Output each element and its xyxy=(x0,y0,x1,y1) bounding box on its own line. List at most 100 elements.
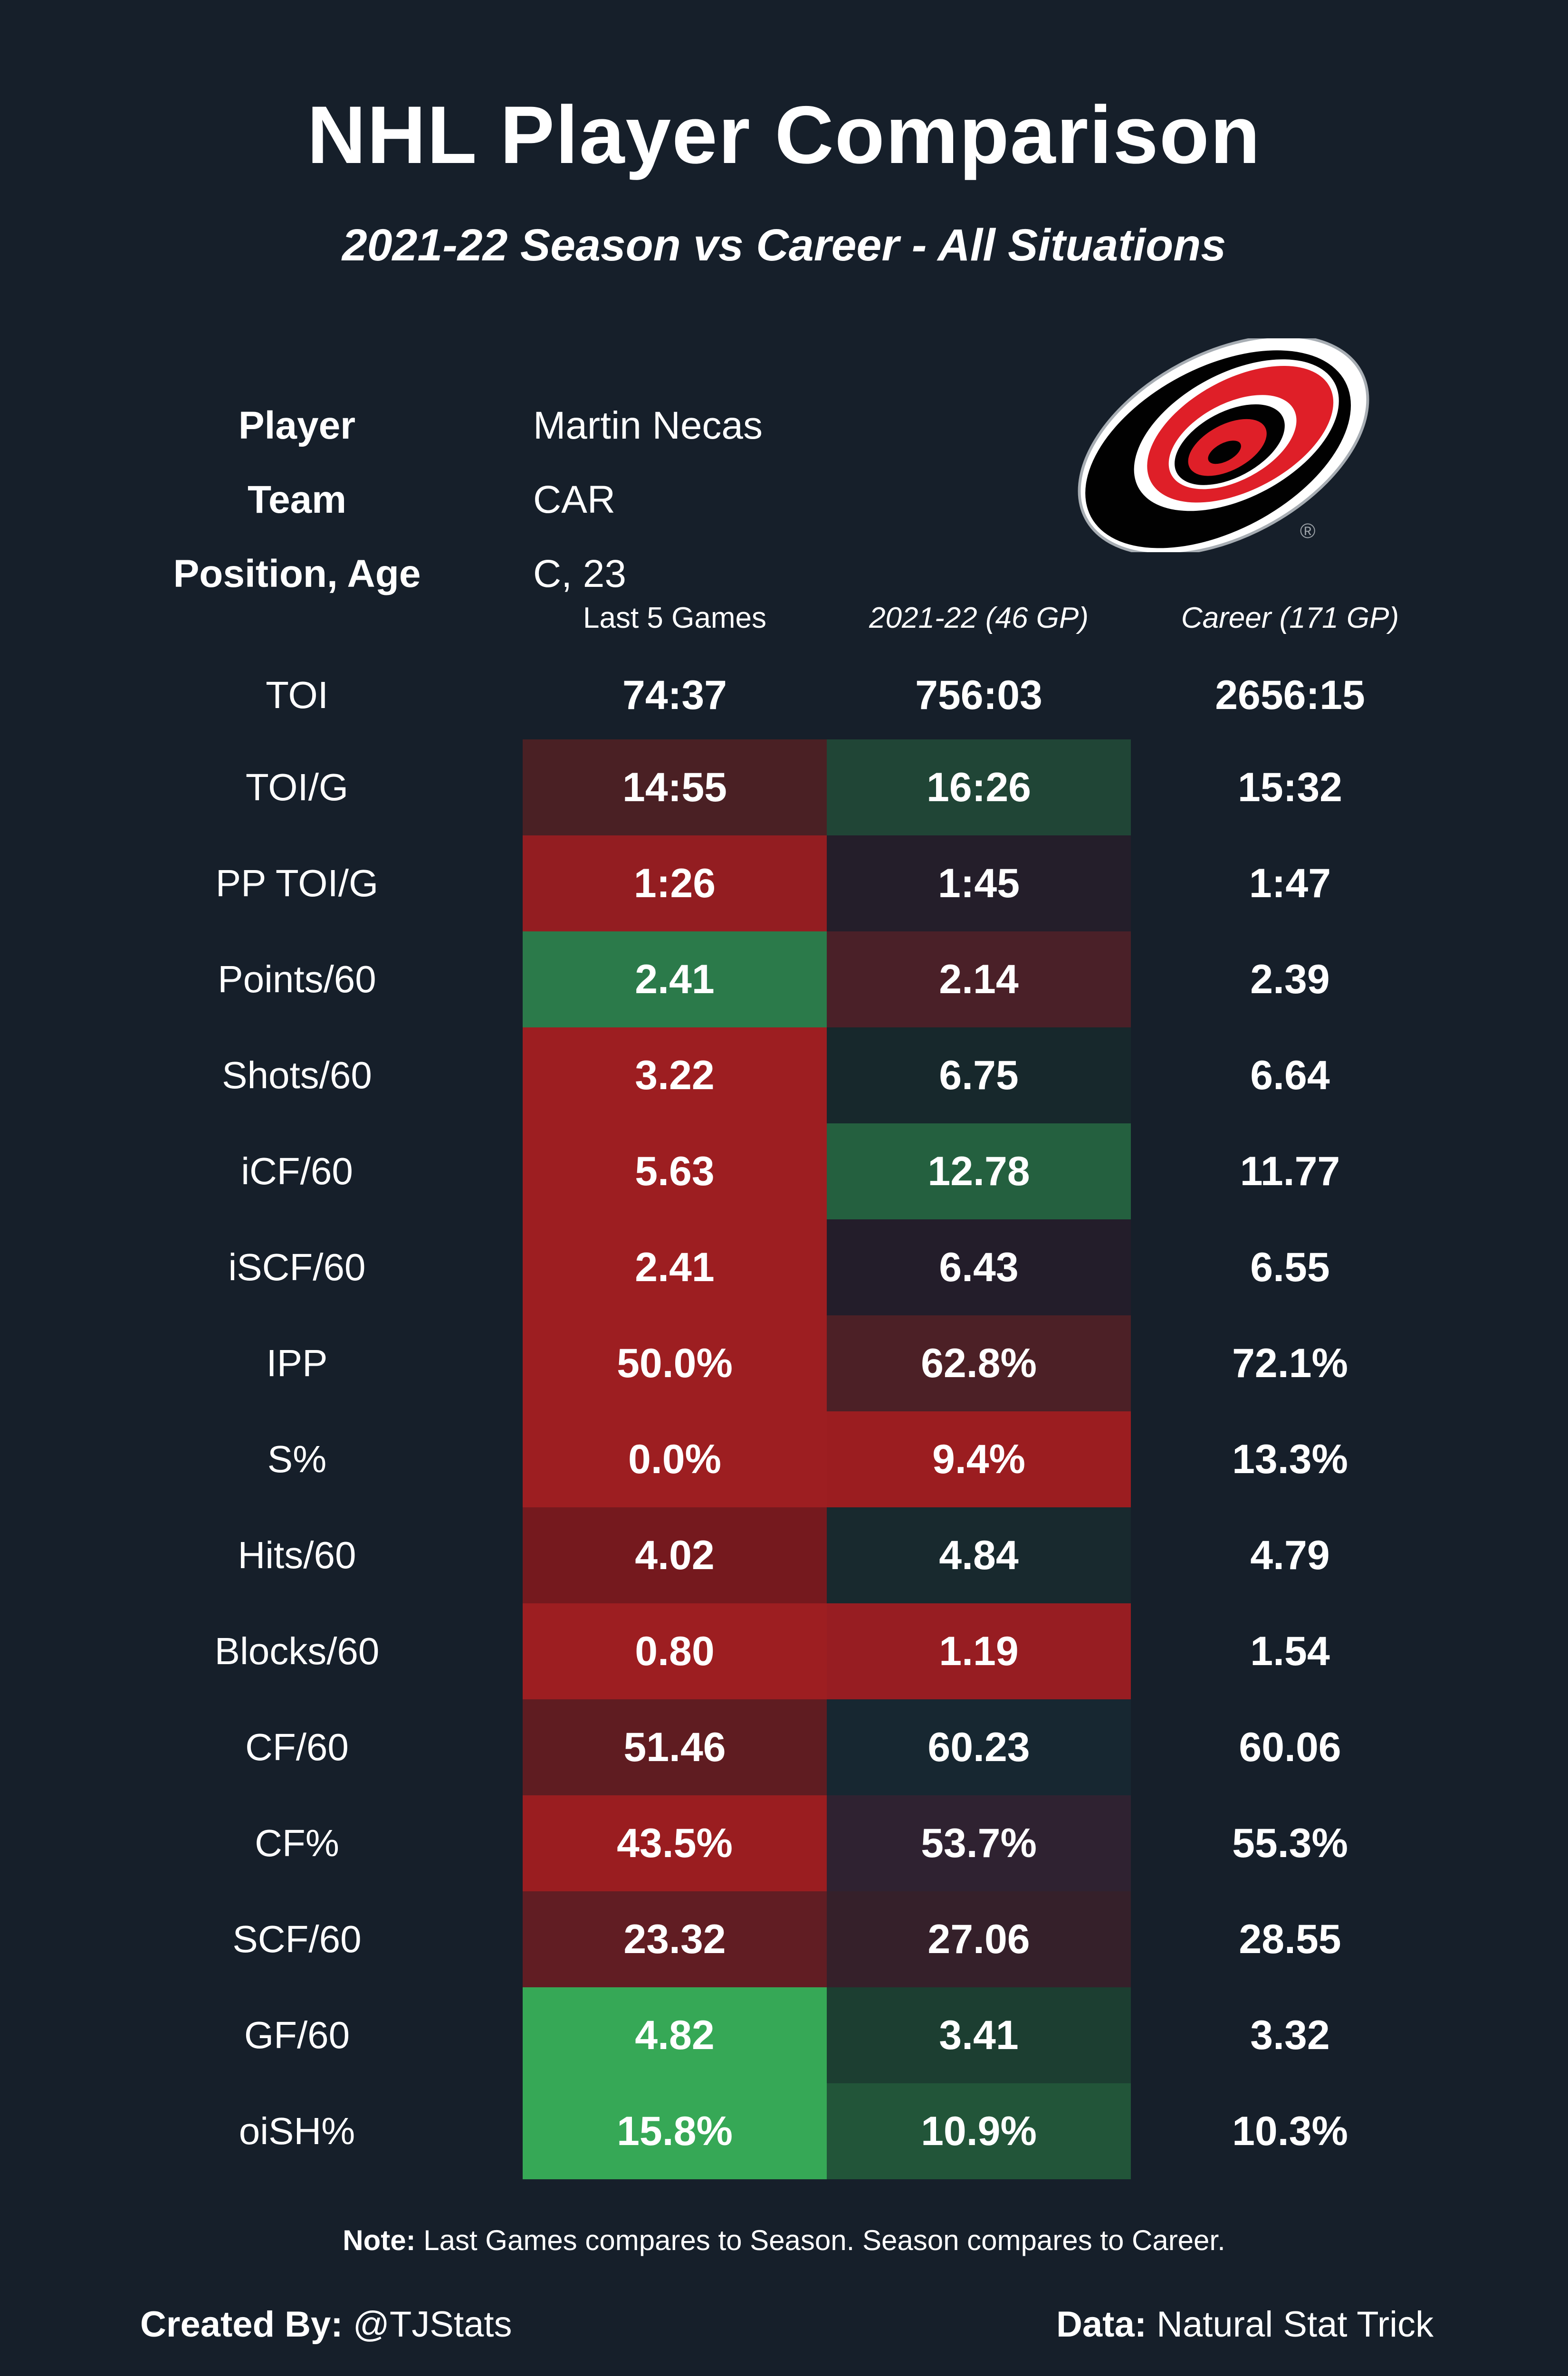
stat-value-cell: 10.9% xyxy=(827,2083,1131,2179)
column-header-spacer xyxy=(71,584,523,651)
table-row: S% 0.0% 9.4% 13.3% xyxy=(71,1411,1449,1507)
table-row: Shots/60 3.22 6.75 6.64 xyxy=(71,1027,1449,1123)
stat-value-cell: 9.4% xyxy=(827,1411,1131,1507)
stat-value-cell: 60.06 xyxy=(1131,1699,1449,1795)
stat-label: S% xyxy=(267,1438,327,1480)
stat-value-cell: 6.43 xyxy=(827,1219,1131,1315)
stat-label: PP TOI/G xyxy=(215,862,379,904)
stat-value: 43.5% xyxy=(617,1820,733,1866)
note: Note: Last Games compares to Season. Sea… xyxy=(0,2224,1568,2257)
table-row: IPP 50.0% 62.8% 72.1% xyxy=(71,1315,1449,1411)
stat-value: 6.55 xyxy=(1250,1244,1330,1290)
table-row: Blocks/60 0.80 1.19 1.54 xyxy=(71,1603,1449,1699)
stat-value-cell: 11.77 xyxy=(1131,1123,1449,1219)
stat-value-cell: 4.79 xyxy=(1131,1507,1449,1603)
table-row: Points/60 2.41 2.14 2.39 xyxy=(71,931,1449,1027)
stat-value: 12.78 xyxy=(927,1148,1030,1194)
stat-value-cell: 16:26 xyxy=(827,739,1131,835)
stat-value: 53.7% xyxy=(921,1820,1037,1866)
stat-value-cell: 1:26 xyxy=(523,835,827,931)
stat-value: 3.22 xyxy=(635,1052,715,1098)
stat-value-cell: 15:32 xyxy=(1131,739,1449,835)
stat-value: 72.1% xyxy=(1232,1340,1348,1386)
stat-value-cell: 62.8% xyxy=(827,1315,1131,1411)
stat-value: 2.41 xyxy=(635,1244,715,1290)
stat-value-cell: 74:37 xyxy=(523,651,827,739)
team-label: Team xyxy=(247,478,347,521)
stat-value: 1:47 xyxy=(1249,860,1331,906)
stat-value: 13.3% xyxy=(1232,1436,1348,1482)
stat-value: 60.06 xyxy=(1239,1724,1341,1770)
stat-value: 55.3% xyxy=(1232,1820,1348,1866)
note-text: Last Games compares to Season. Season co… xyxy=(415,2224,1225,2256)
data-source-label: Data: xyxy=(1056,2304,1147,2345)
stat-label: IPP xyxy=(266,1342,328,1384)
stat-label: GF/60 xyxy=(244,2014,350,2056)
stat-value: 3.32 xyxy=(1250,2012,1330,2058)
stat-label: Blocks/60 xyxy=(214,1630,380,1672)
stat-label: CF% xyxy=(255,1822,339,1864)
stat-label: oiSH% xyxy=(239,2110,355,2152)
stat-value-cell: 1.54 xyxy=(1131,1603,1449,1699)
created-by-value: @TJStats xyxy=(343,2304,512,2345)
footer: Created By: @TJStats Data: Natural Stat … xyxy=(140,2304,1434,2345)
stat-value: 2656:15 xyxy=(1215,672,1365,718)
stat-value: 62.8% xyxy=(921,1340,1037,1386)
stat-value: 10.9% xyxy=(921,2108,1037,2154)
player-label: Player xyxy=(238,404,356,447)
hurricane-swirl-icon: ® xyxy=(1078,335,1369,556)
stat-value: 0.0% xyxy=(628,1436,722,1482)
stat-value: 4.82 xyxy=(635,2012,715,2058)
position-age-label: Position, Age xyxy=(173,552,421,595)
stat-value: 756:03 xyxy=(915,672,1042,718)
stat-value-cell: 6.55 xyxy=(1131,1219,1449,1315)
position-age-value: C, 23 xyxy=(533,552,626,595)
stat-value: 2.39 xyxy=(1250,956,1330,1002)
stat-value-cell: 2656:15 xyxy=(1131,651,1449,739)
table-row: iSCF/60 2.41 6.43 6.55 xyxy=(71,1219,1449,1315)
table-row: TOI 74:37 756:03 2656:15 xyxy=(71,651,1449,739)
stat-value: 2.14 xyxy=(939,956,1019,1002)
page-subtitle: 2021-22 Season vs Career - All Situation… xyxy=(342,220,1226,270)
stat-value: 1:45 xyxy=(937,860,1020,906)
stat-value: 51.46 xyxy=(623,1724,726,1770)
stat-value: 4.79 xyxy=(1250,1532,1330,1578)
stat-value-cell: 0.0% xyxy=(523,1411,827,1507)
stat-value-cell: 2.41 xyxy=(523,931,827,1027)
note-label: Note: xyxy=(343,2224,416,2256)
stat-value-cell: 1:47 xyxy=(1131,835,1449,931)
stat-label: SCF/60 xyxy=(232,1918,362,1960)
data-source: Data: Natural Stat Trick xyxy=(1056,2304,1434,2345)
player-info-row: Player Martin Necas xyxy=(71,389,950,463)
player-info-row: Position, Age C, 23 xyxy=(71,537,950,611)
stat-value: 23.32 xyxy=(623,1916,726,1962)
stat-value: 9.4% xyxy=(932,1436,1026,1482)
team-value: CAR xyxy=(533,478,616,521)
stat-value-cell: 2.14 xyxy=(827,931,1131,1027)
stat-value-cell: 13.3% xyxy=(1131,1411,1449,1507)
stat-value-cell: 2.41 xyxy=(523,1219,827,1315)
stat-value: 6.43 xyxy=(939,1244,1019,1290)
stat-value-cell: 14:55 xyxy=(523,739,827,835)
stat-value: 0.80 xyxy=(635,1628,715,1674)
column-header-last5: Last 5 Games xyxy=(583,601,766,634)
stat-value: 4.02 xyxy=(635,1532,715,1578)
table-row: CF% 43.5% 53.7% 55.3% xyxy=(71,1795,1449,1891)
stat-value: 6.64 xyxy=(1250,1052,1330,1098)
stat-value-cell: 55.3% xyxy=(1131,1795,1449,1891)
stat-value-cell: 53.7% xyxy=(827,1795,1131,1891)
column-header-season: 2021-22 (46 GP) xyxy=(869,601,1089,634)
stat-value-cell: 3.32 xyxy=(1131,1987,1449,2083)
stat-value: 5.63 xyxy=(635,1148,715,1194)
player-info: Player Martin Necas Team CAR Position, A… xyxy=(71,389,950,611)
page-title: NHL Player Comparison xyxy=(307,89,1261,181)
stat-label: TOI/G xyxy=(245,766,349,808)
stat-label: TOI xyxy=(266,674,328,716)
stat-value-cell: 4.82 xyxy=(523,1987,827,2083)
table-row: SCF/60 23.32 27.06 28.55 xyxy=(71,1891,1449,1987)
player-info-row: Team CAR xyxy=(71,463,950,537)
column-header-career: Career (171 GP) xyxy=(1181,601,1399,634)
created-by: Created By: @TJStats xyxy=(140,2304,512,2345)
stat-value-cell: 756:03 xyxy=(827,651,1131,739)
stat-label: CF/60 xyxy=(245,1726,349,1768)
